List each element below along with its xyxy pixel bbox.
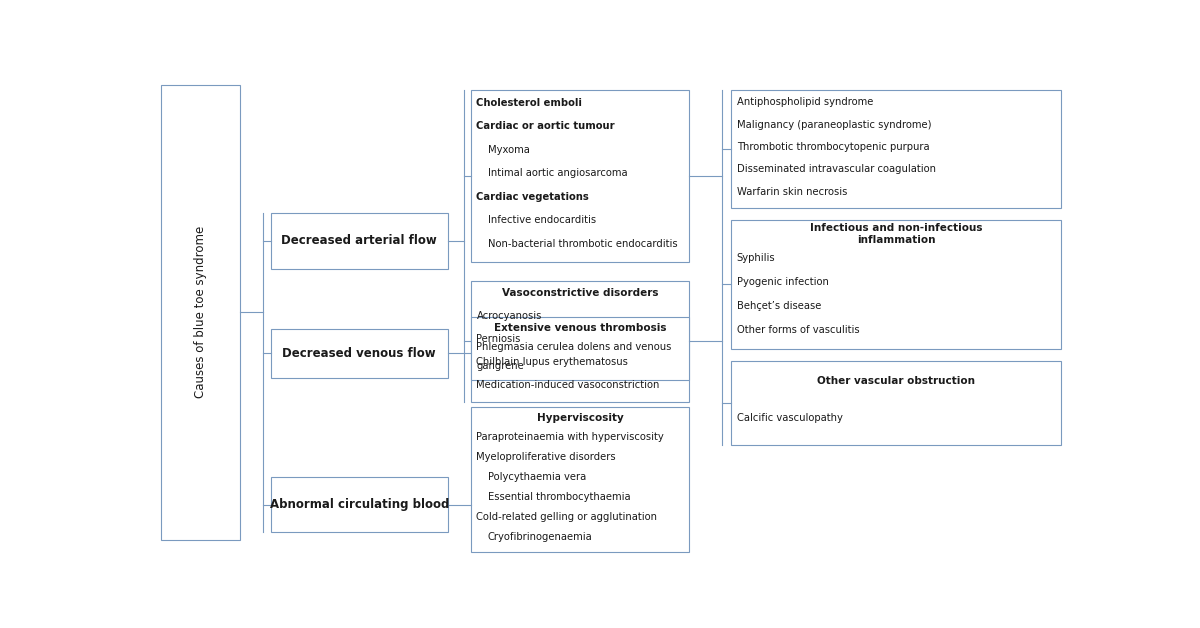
FancyBboxPatch shape: [731, 360, 1062, 445]
Text: Antiphospholipid syndrome: Antiphospholipid syndrome: [737, 97, 874, 107]
FancyBboxPatch shape: [470, 281, 689, 402]
Text: Medication-induced vasoconstriction: Medication-induced vasoconstriction: [476, 380, 660, 389]
Text: Behçet’s disease: Behçet’s disease: [737, 301, 821, 311]
Text: Causes of blue toe syndrome: Causes of blue toe syndrome: [194, 226, 208, 398]
Text: Myeloproliferative disorders: Myeloproliferative disorders: [476, 452, 616, 462]
FancyBboxPatch shape: [271, 477, 448, 533]
FancyBboxPatch shape: [470, 90, 689, 261]
Text: Vasoconstrictive disorders: Vasoconstrictive disorders: [502, 288, 659, 298]
Text: Pyogenic infection: Pyogenic infection: [737, 277, 829, 287]
FancyBboxPatch shape: [161, 85, 240, 539]
Text: Extensive venous thrombosis: Extensive venous thrombosis: [494, 323, 666, 333]
Text: Paraproteinaemia with hyperviscosity: Paraproteinaemia with hyperviscosity: [476, 433, 664, 442]
Text: Warfarin skin necrosis: Warfarin skin necrosis: [737, 187, 847, 197]
FancyBboxPatch shape: [271, 329, 448, 377]
Text: Other vascular obstruction: Other vascular obstruction: [817, 376, 976, 386]
Text: Non-bacterial thrombotic endocarditis: Non-bacterial thrombotic endocarditis: [487, 239, 677, 249]
Text: Decreased arterial flow: Decreased arterial flow: [281, 234, 437, 247]
Text: Polycythaemia vera: Polycythaemia vera: [487, 472, 586, 482]
Text: Disseminated intravascular coagulation: Disseminated intravascular coagulation: [737, 164, 936, 174]
Text: Calcific vasculopathy: Calcific vasculopathy: [737, 413, 842, 423]
Text: Other forms of vasculitis: Other forms of vasculitis: [737, 325, 859, 335]
FancyBboxPatch shape: [470, 406, 689, 551]
Text: Infective endocarditis: Infective endocarditis: [487, 215, 595, 225]
Text: gangrene: gangrene: [476, 360, 524, 371]
Text: Intimal aortic angiosarcoma: Intimal aortic angiosarcoma: [487, 168, 628, 178]
Text: Decreased venous flow: Decreased venous flow: [282, 347, 436, 360]
Text: Perniosis: Perniosis: [476, 334, 521, 344]
Text: Acrocyanosis: Acrocyanosis: [476, 311, 542, 322]
FancyBboxPatch shape: [470, 317, 689, 380]
Text: Chilblain lupus erythematosus: Chilblain lupus erythematosus: [476, 357, 629, 367]
Text: Cholesterol emboli: Cholesterol emboli: [476, 98, 582, 108]
Text: Hyperviscosity: Hyperviscosity: [536, 413, 624, 423]
Text: Abnormal circulating blood: Abnormal circulating blood: [270, 498, 449, 511]
Text: Infectious and non-infectious
inflammation: Infectious and non-infectious inflammati…: [810, 223, 983, 244]
FancyBboxPatch shape: [731, 90, 1062, 208]
Text: Cryofibrinogenaemia: Cryofibrinogenaemia: [487, 532, 593, 542]
Text: Myxoma: Myxoma: [487, 145, 529, 155]
Text: Cardiac vegetations: Cardiac vegetations: [476, 192, 589, 202]
FancyBboxPatch shape: [271, 213, 448, 269]
Text: Cold-related gelling or agglutination: Cold-related gelling or agglutination: [476, 512, 658, 522]
Text: Malignancy (paraneoplastic syndrome): Malignancy (paraneoplastic syndrome): [737, 119, 931, 129]
FancyBboxPatch shape: [731, 220, 1062, 349]
Text: Cardiac or aortic tumour: Cardiac or aortic tumour: [476, 121, 616, 131]
Text: Phlegmasia cerulea dolens and venous: Phlegmasia cerulea dolens and venous: [476, 342, 672, 352]
Text: Syphilis: Syphilis: [737, 253, 775, 263]
Text: Thrombotic thrombocytopenic purpura: Thrombotic thrombocytopenic purpura: [737, 142, 930, 152]
Text: Essential thrombocythaemia: Essential thrombocythaemia: [487, 492, 630, 502]
